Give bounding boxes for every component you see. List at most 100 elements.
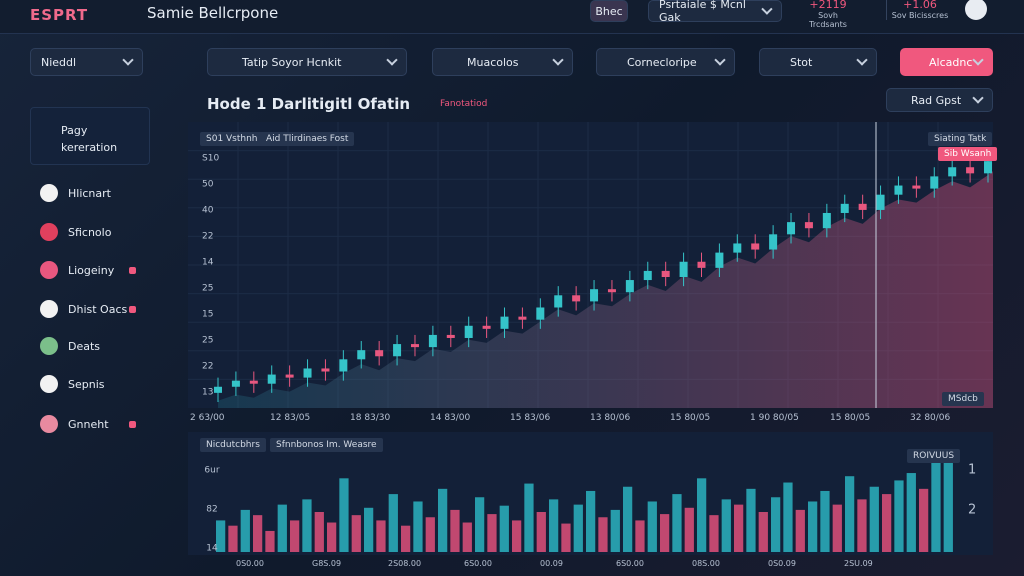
sidebar-item[interactable]: Sficnolo xyxy=(30,217,150,247)
stat-label: Sovh Trcdsants xyxy=(809,11,847,29)
badge xyxy=(129,305,136,313)
x-tick-label: 6S0.00 xyxy=(616,559,644,568)
stat-label: Sov Bicisscres xyxy=(891,11,949,20)
item-text: Gnneht xyxy=(68,417,109,431)
volume-bar xyxy=(746,488,756,552)
candle-body xyxy=(607,289,616,293)
sidebar-item[interactable]: Deats xyxy=(30,331,150,361)
volume-bar xyxy=(845,476,855,552)
candle-body xyxy=(214,386,222,393)
sidebar-item[interactable]: Liogeiny xyxy=(30,255,150,285)
y-tick-label: 6ur xyxy=(204,466,219,476)
toolbar-dropdown[interactable]: Tatip Soyor Hcnkit xyxy=(207,48,407,76)
volume-bar xyxy=(364,507,374,552)
toolbar-dropdown[interactable]: Muacolos xyxy=(432,48,573,76)
header-dropdown[interactable]: Psrtaiale $ Mcnl Gak xyxy=(648,0,782,24)
candle-body xyxy=(410,344,419,348)
sidebar-card[interactable]: Pagy kereration xyxy=(30,107,150,165)
icon xyxy=(40,184,58,202)
sidebar-item[interactable]: Gnneht xyxy=(30,409,150,439)
volume-bar xyxy=(240,509,250,552)
x-tick-label: 15 80/05 xyxy=(830,413,871,423)
volume-bar xyxy=(401,525,411,552)
volume-bar xyxy=(450,509,460,552)
volume-bar xyxy=(376,520,386,552)
toolbar-button[interactable]: Alcadnc xyxy=(900,48,993,76)
volume-bar xyxy=(351,515,361,552)
chart-dropdown[interactable]: Rad Gpst xyxy=(886,88,993,112)
x-tick-label: G8S.09 xyxy=(312,559,342,568)
stat-value: +1.06 xyxy=(903,0,937,11)
stat: +1.06 Sov Bicisscres xyxy=(886,0,953,20)
item-text: Dhist Oacs xyxy=(68,302,128,316)
button-text: Bhec xyxy=(595,4,623,18)
item-text: Hlicnart xyxy=(68,186,111,200)
candle-body xyxy=(715,252,724,268)
candle-body xyxy=(572,295,581,302)
item-text: Sficnolo xyxy=(68,225,112,239)
dropdown-text: Psrtaiale $ Mcnl Gak xyxy=(659,0,746,24)
button-text: Alcadnc xyxy=(929,55,973,69)
candle-body xyxy=(249,380,258,384)
volume-bar xyxy=(339,478,349,552)
x-tick-label: 0S0.00 xyxy=(236,559,264,568)
volume-bar xyxy=(536,512,546,552)
sidebar-item[interactable]: Hlicnart xyxy=(30,178,150,208)
header-button[interactable]: Bhec xyxy=(590,0,628,22)
volume-bar xyxy=(758,512,768,552)
volume-bar xyxy=(290,520,300,552)
x-tick-label: 18 83/30 xyxy=(350,413,391,423)
icon xyxy=(40,223,58,241)
candle-body xyxy=(482,325,491,329)
sidebar-item[interactable]: Dhist Oacs xyxy=(30,294,150,324)
volume-bar xyxy=(265,530,275,552)
chart-label: MSdcb xyxy=(942,392,984,406)
chart-label: ROIVUUS xyxy=(907,449,961,463)
volume-bar xyxy=(327,522,337,552)
item-text: Deats xyxy=(68,339,101,353)
volume-bar xyxy=(783,482,793,552)
dropdown-text: Muacolos xyxy=(467,55,519,69)
candle-body xyxy=(822,212,831,229)
candle-body xyxy=(661,270,670,277)
volume-bar xyxy=(869,486,879,552)
icon xyxy=(40,300,58,318)
candle-body xyxy=(894,185,903,195)
y-tick-label: 22 xyxy=(202,232,213,242)
logo[interactable]: ESPRT xyxy=(30,6,89,24)
x-tick-label: 00.09 xyxy=(540,559,563,568)
y-tick-label: 14 xyxy=(202,258,214,268)
candle-body xyxy=(643,270,652,281)
y-tick-label: 40 xyxy=(202,206,214,216)
y2-tick-label: 1 xyxy=(968,463,976,478)
item-text: Sepnis xyxy=(68,377,105,391)
toolbar-dropdown[interactable]: Stot xyxy=(759,48,877,76)
x-tick-label: 0S0.09 xyxy=(768,559,796,568)
volume-bar xyxy=(598,517,608,552)
volume-bar xyxy=(253,515,263,552)
volume-bar xyxy=(906,473,916,552)
chart-label: Sfnnbonos Im. Weasre xyxy=(270,438,383,452)
icon xyxy=(40,375,58,393)
x-tick-label: 2 63/00 xyxy=(190,413,225,423)
profile-icon[interactable] xyxy=(965,0,987,20)
candle-body xyxy=(303,368,312,378)
candle-body xyxy=(500,316,509,329)
badge xyxy=(129,266,136,274)
volume-bar xyxy=(931,462,941,552)
dropdown-text: Nieddl xyxy=(41,55,77,69)
sidebar-item[interactable]: Sepnis xyxy=(30,369,150,399)
volume-bar xyxy=(820,490,830,552)
volume-bar xyxy=(561,523,571,552)
x-tick-label: 32 80/06 xyxy=(910,413,951,423)
card-text: kereration xyxy=(61,141,118,154)
toolbar-dropdown[interactable]: Cornecloripe xyxy=(596,48,735,76)
candle-body xyxy=(393,344,402,357)
candle-body xyxy=(697,261,706,268)
toolbar-dropdown[interactable]: Nieddl xyxy=(30,48,143,76)
y-tick-label: 25 xyxy=(202,284,213,294)
candle-body xyxy=(840,203,849,213)
volume-bar xyxy=(524,483,534,552)
volume-bar xyxy=(795,509,805,552)
y-tick-label: 25 xyxy=(202,336,213,346)
